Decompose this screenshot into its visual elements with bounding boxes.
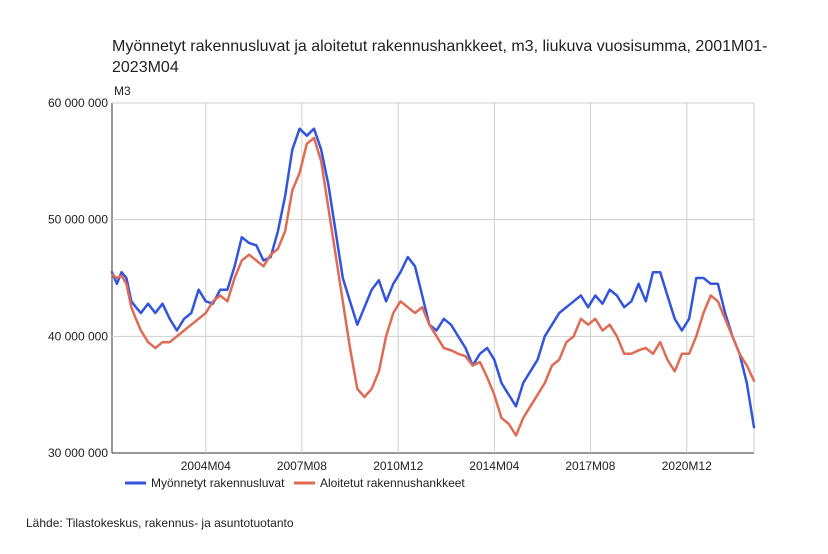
series-lines (110, 127, 756, 437)
x-tick-label: 2020M12 (662, 459, 712, 473)
x-tick-label: 2014M04 (469, 459, 519, 473)
y-tick-label: 30 000 000 (48, 446, 108, 460)
series-line-1 (110, 127, 756, 429)
x-tick-label: 2010M12 (373, 459, 423, 473)
x-tick-label: 2007M08 (277, 459, 327, 473)
chart-title: Myönnetyt rakennusluvat ja aloitetut rak… (112, 38, 768, 76)
legend-label-2: Aloitetut rakennushankkeet (320, 476, 465, 490)
legend-label-1: Myönnetyt rakennusluvat (151, 476, 285, 490)
y-tick-label: 60 000 000 (48, 96, 108, 110)
source-note: Lähde: Tilastokeskus, rakennus- ja asunt… (26, 516, 294, 530)
x-tick-label: 2017M08 (565, 459, 615, 473)
series-line-2 (110, 136, 756, 437)
x-tick-labels: 2004M04 2007M08 2010M12 2014M04 2017M08 2020M… (181, 459, 712, 473)
x-tick-label: 2004M04 (181, 459, 231, 473)
legend: Myönnetyt rakennusluvat Aloitetut rakennu… (125, 476, 465, 490)
y-tick-labels: 30 000 000 40 000 000 50 000 000 60 000 000 (48, 96, 108, 460)
y-axis-label: M3 (114, 84, 131, 98)
y-tick-label: 50 000 000 (48, 213, 108, 227)
grid-lines (111, 102, 755, 454)
y-tick-label: 40 000 000 (48, 329, 108, 343)
